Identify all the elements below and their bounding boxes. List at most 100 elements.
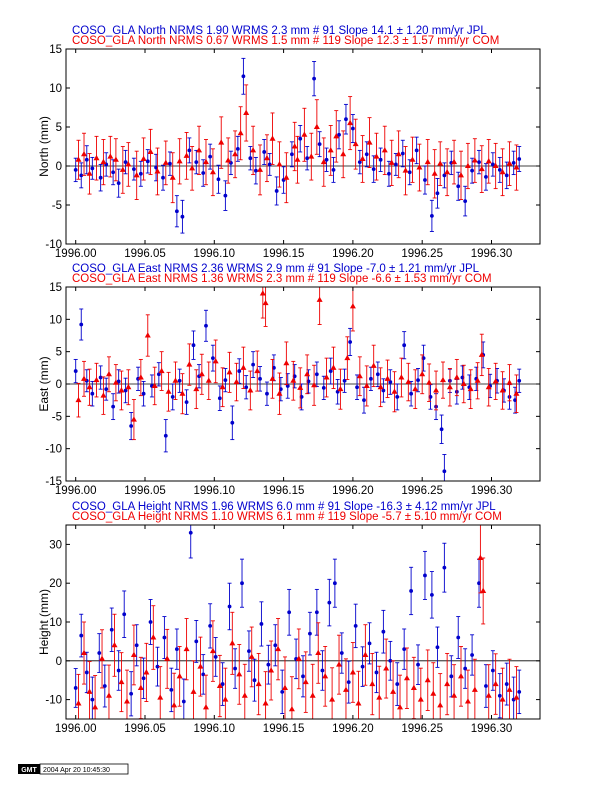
data-point [98, 175, 103, 180]
data-point [381, 147, 388, 153]
data-point [148, 620, 153, 624]
data-point [393, 162, 398, 167]
data-point [444, 680, 451, 687]
data-point [193, 385, 200, 392]
data-point [116, 379, 121, 384]
data-point [84, 670, 89, 675]
data-point [384, 375, 391, 381]
east-series-jpl [73, 308, 522, 481]
data-point [254, 367, 261, 374]
data-point [176, 158, 183, 164]
data-point [105, 371, 112, 377]
data-point [350, 126, 355, 131]
data-point [273, 643, 278, 648]
data-point [188, 530, 193, 535]
data-point [313, 123, 320, 129]
data-point [400, 151, 405, 156]
data-point [235, 146, 240, 151]
data-point [93, 154, 100, 161]
data-point [490, 162, 495, 167]
north-plot-frame [65, 48, 541, 245]
data-point [324, 157, 329, 162]
height-y-axis-label: Height (mm) [37, 589, 51, 655]
data-point [426, 379, 433, 385]
data-point [388, 658, 393, 663]
x-tick-label: 1996.20 [332, 485, 374, 497]
data-point [269, 135, 276, 141]
data-point [311, 381, 318, 388]
timestamp-box [39, 763, 129, 775]
data-point [233, 378, 240, 385]
y-tick-label: -5 [52, 411, 62, 423]
data-point [412, 385, 419, 392]
y-tick-label: 0 [56, 379, 62, 391]
data-point [449, 674, 454, 679]
data-point [189, 165, 196, 171]
east-series-com [75, 287, 520, 441]
data-point [90, 166, 95, 171]
data-point [123, 388, 128, 393]
data-point [283, 174, 290, 180]
data-point [145, 159, 150, 164]
data-point [458, 172, 464, 178]
data-point [398, 374, 405, 380]
data-point [304, 371, 311, 377]
data-point [366, 139, 373, 145]
data-point [141, 391, 146, 396]
data-point [315, 649, 322, 656]
data-point [460, 380, 467, 386]
data-point [439, 427, 444, 432]
data-point [290, 377, 297, 383]
data-point [484, 684, 488, 688]
data-point [402, 167, 409, 173]
data-point [477, 554, 484, 560]
y-tick-label: 0 [56, 656, 62, 668]
data-point [143, 669, 150, 675]
data-point [118, 678, 125, 685]
data-point [388, 159, 395, 165]
y-tick-label: 5 [56, 122, 62, 134]
data-point [446, 383, 453, 390]
data-point [163, 433, 168, 438]
data-point [463, 666, 468, 671]
data-point [320, 668, 325, 673]
data-point [170, 395, 175, 399]
data-point [129, 691, 134, 696]
data-point [140, 155, 147, 161]
east-y-axis-label: East (mm) [37, 356, 51, 411]
data-point [330, 364, 337, 370]
data-point [409, 156, 416, 162]
data-point [259, 622, 264, 626]
data-point [442, 469, 447, 474]
data-point [414, 148, 419, 153]
data-point [208, 154, 213, 159]
data-point [314, 372, 319, 377]
data-point [342, 686, 349, 692]
x-tick-label: 1996.10 [194, 485, 236, 497]
data-point [497, 168, 502, 172]
x-tick-label: 1996.25 [401, 485, 443, 497]
data-point [201, 672, 206, 677]
data-point [138, 171, 143, 176]
data-point [437, 702, 444, 708]
x-tick-label: 1996.00 [55, 723, 97, 735]
data-point [275, 645, 282, 652]
data-point [269, 375, 276, 381]
x-tick-label: 1996.15 [263, 248, 305, 260]
data-point [276, 161, 283, 167]
data-point [100, 392, 107, 398]
data-point [252, 678, 257, 683]
data-point [112, 379, 119, 385]
data-point [424, 158, 431, 165]
data-point [323, 374, 330, 380]
data-point [86, 383, 93, 390]
data-point [132, 167, 136, 172]
data-point [388, 380, 393, 384]
data-point [340, 151, 347, 157]
data-point [499, 387, 506, 393]
data-point [209, 168, 216, 175]
data-point [331, 168, 336, 172]
data-point [150, 634, 157, 640]
north-series-jpl [73, 57, 522, 234]
data-point [125, 161, 132, 167]
